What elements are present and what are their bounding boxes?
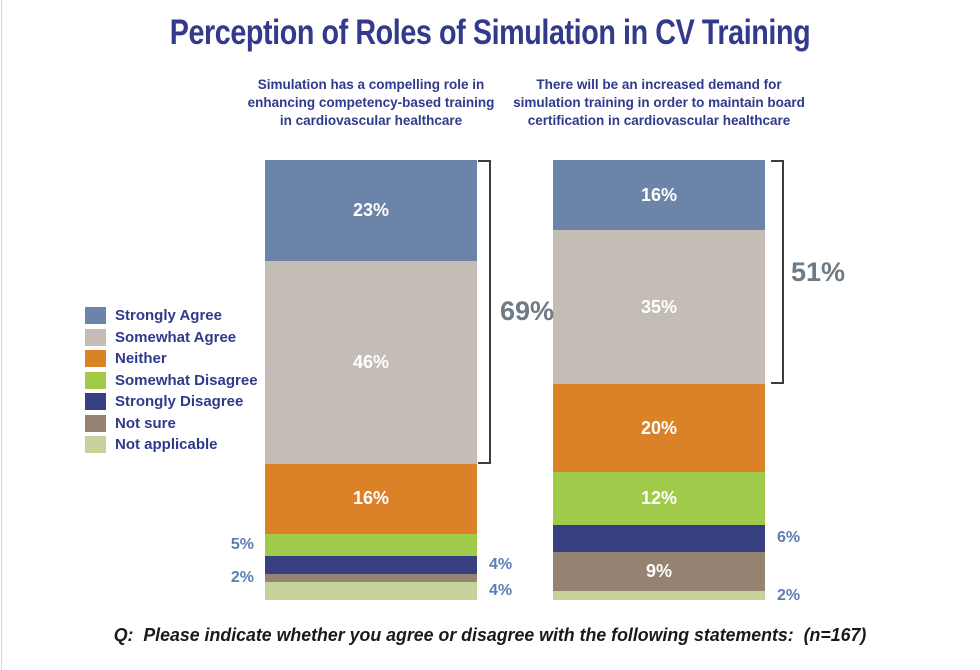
segment-value-label: 16% (352, 488, 390, 509)
legend-item-strongly-agree: Strongly Agree (85, 307, 258, 324)
segment-value-label: 35% (640, 296, 678, 317)
legend-label: Somewhat Agree (115, 328, 237, 346)
bar-segment-somewhat-disagree (265, 533, 477, 556)
bar-segment-neither: 20% (553, 384, 765, 473)
stacked-bar-question-2: 16% 35% 20% 12% 6% 9% 2% (553, 160, 800, 604)
legend-label: Not sure (115, 414, 176, 432)
legend-label: Somewhat Disagree (115, 371, 258, 389)
legend-item-not-sure: Not sure (85, 414, 258, 432)
segment-value-label-outside: 4% (489, 582, 513, 600)
legend-swatch (85, 371, 106, 389)
legend-label: Not applicable (115, 436, 218, 453)
segment-value-label: 46% (352, 351, 390, 372)
bar-segment-strongly-agree: 16% (553, 160, 765, 231)
chart-title: Perception of Roles of Simulation in CV … (169, 13, 811, 52)
segment-value-label-outside: 2% (777, 586, 801, 604)
survey-question-footnote: Q: Please indicate whether you agree or … (113, 624, 867, 645)
segment-value-label-outside: 4% (489, 555, 513, 573)
segment-value-label: 20% (640, 417, 678, 438)
segment-value-label: 16% (640, 184, 678, 205)
legend: Strongly Agree Somewhat Agree Neither Somew… (85, 307, 258, 458)
left-bar-question-title: Simulation has a compelling role in enha… (247, 77, 495, 128)
bar-segment-strongly-disagree (553, 525, 765, 552)
stacked-bar-question-1: 23% 46% 16% 5% 4% 2% 4% (231, 160, 512, 600)
segment-value-label-outside: 5% (230, 536, 254, 553)
legend-label: Strongly Agree (115, 307, 222, 324)
bar-segment-strongly-agree: 23% (265, 160, 477, 262)
legend-item-strongly-disagree: Strongly Disagree (85, 393, 258, 410)
legend-item-somewhat-disagree: Somewhat Disagree (85, 371, 258, 389)
page-edge (1, 0, 2, 670)
legend-swatch (85, 414, 106, 432)
bar-segment-not-applicable (265, 582, 477, 600)
bar-segment-not-sure (265, 573, 477, 583)
legend-swatch (85, 350, 106, 367)
segment-value-label: 12% (640, 488, 678, 509)
legend-item-somewhat-agree: Somewhat Agree (85, 328, 258, 346)
agree-total-label-right: 51% (791, 256, 846, 287)
legend-swatch (85, 436, 106, 453)
bar-segment-somewhat-disagree: 12% (553, 472, 765, 526)
agree-total-bracket-left (478, 160, 491, 464)
bar-segment-somewhat-agree: 46% (265, 261, 477, 464)
segment-value-label: 23% (352, 200, 390, 221)
legend-swatch (85, 393, 106, 410)
bar-segment-neither: 16% (265, 463, 477, 534)
agree-total-bracket-right (771, 160, 784, 385)
agree-total-label-left: 69% (500, 296, 555, 327)
legend-label: Strongly Disagree (115, 393, 244, 410)
bar-segment-somewhat-agree: 35% (553, 230, 765, 385)
bar-segment-not-applicable (553, 591, 765, 600)
segment-value-label: 9% (645, 560, 672, 581)
bar-segment-strongly-disagree (265, 555, 477, 574)
legend-label: Neither (115, 350, 167, 367)
bar-segment-not-sure: 9% (553, 551, 765, 592)
segment-value-label-outside: 2% (230, 569, 254, 586)
right-bar-question-title: There will be an increased demand for si… (513, 77, 805, 128)
segment-value-label-outside: 6% (777, 529, 801, 547)
legend-item-not-applicable: Not applicable (85, 436, 258, 453)
legend-swatch (85, 328, 106, 346)
legend-item-neither: Neither (85, 350, 258, 367)
legend-swatch (85, 307, 106, 324)
